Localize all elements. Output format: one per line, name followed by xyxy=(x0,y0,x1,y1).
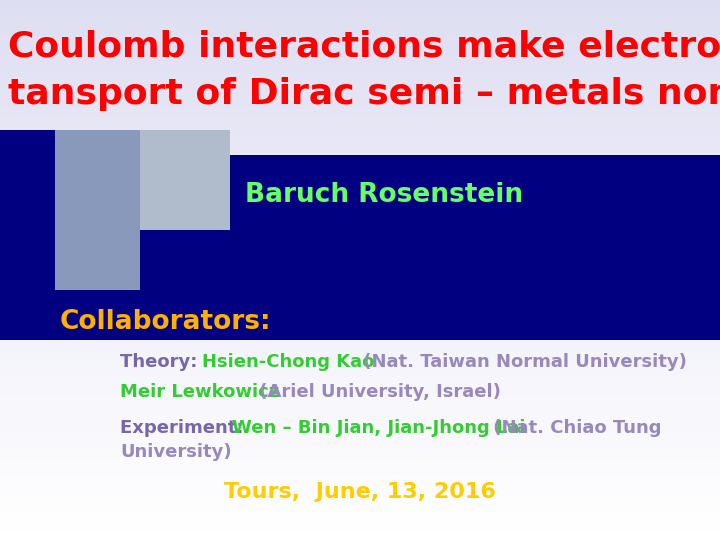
Bar xyxy=(0,323,720,333)
Bar xyxy=(0,44,720,54)
Bar xyxy=(0,422,720,432)
Bar xyxy=(0,197,720,207)
Bar xyxy=(0,98,720,108)
Bar xyxy=(0,89,720,99)
Bar xyxy=(0,296,720,306)
Bar xyxy=(0,143,720,153)
Bar xyxy=(0,332,720,342)
Bar xyxy=(0,530,720,540)
Bar xyxy=(0,170,720,180)
Bar xyxy=(0,179,720,189)
Text: (Ariel University, Israel): (Ariel University, Israel) xyxy=(253,383,501,401)
Bar xyxy=(0,62,720,72)
Bar xyxy=(0,290,55,340)
Bar xyxy=(0,458,720,468)
Bar xyxy=(0,26,720,36)
Bar xyxy=(0,269,720,279)
Bar xyxy=(0,467,720,477)
Bar xyxy=(55,230,140,290)
Bar xyxy=(0,413,720,423)
Bar xyxy=(0,350,720,360)
Bar xyxy=(0,287,720,297)
Bar xyxy=(0,278,720,288)
Bar xyxy=(0,359,720,369)
Bar xyxy=(0,314,720,324)
Bar xyxy=(0,152,720,162)
Bar xyxy=(0,260,720,270)
Text: University): University) xyxy=(120,443,232,461)
Bar xyxy=(0,130,55,230)
Bar xyxy=(0,17,720,27)
Bar xyxy=(0,53,720,63)
Bar xyxy=(0,395,720,405)
Bar xyxy=(0,233,720,243)
Text: Tours,  June, 13, 2016: Tours, June, 13, 2016 xyxy=(224,482,496,502)
Bar xyxy=(0,206,720,216)
Bar xyxy=(0,386,720,396)
Text: (Nat. Chiao Tung: (Nat. Chiao Tung xyxy=(487,419,662,437)
Text: Hsien-Chong Kao: Hsien-Chong Kao xyxy=(202,353,374,371)
Bar xyxy=(0,494,720,504)
Bar xyxy=(0,80,720,90)
Bar xyxy=(0,116,720,126)
Bar xyxy=(0,512,720,522)
Bar xyxy=(0,305,720,315)
Text: Theory:: Theory: xyxy=(120,353,210,371)
Bar xyxy=(140,130,230,175)
Text: Meir Lewkowicz: Meir Lewkowicz xyxy=(120,383,279,401)
Bar xyxy=(0,251,720,261)
Bar xyxy=(0,161,720,171)
Bar xyxy=(0,377,720,387)
Bar xyxy=(0,521,720,531)
Text: Baruch Rosenstein: Baruch Rosenstein xyxy=(245,182,523,208)
Bar xyxy=(0,107,720,117)
Bar xyxy=(0,431,720,441)
Bar xyxy=(0,0,720,9)
Bar xyxy=(0,71,720,81)
Bar xyxy=(0,368,720,378)
Bar xyxy=(0,449,720,459)
Bar xyxy=(140,175,230,230)
Bar xyxy=(0,188,720,198)
Bar xyxy=(0,341,720,351)
Bar xyxy=(0,125,720,135)
Text: Wen – Bin Jian, Jian-Jhong Lai: Wen – Bin Jian, Jian-Jhong Lai xyxy=(232,419,526,437)
Bar xyxy=(0,485,720,495)
Bar xyxy=(0,8,720,18)
Bar xyxy=(0,230,55,290)
Bar xyxy=(0,155,720,340)
Text: Coulomb interactions make electrodyna: Coulomb interactions make electrodyna xyxy=(8,30,720,64)
Bar xyxy=(0,215,720,225)
Bar xyxy=(0,35,720,45)
Bar xyxy=(0,224,720,234)
Bar xyxy=(0,476,720,486)
Bar xyxy=(0,503,720,513)
Bar xyxy=(0,404,720,414)
Bar xyxy=(0,440,720,450)
Bar xyxy=(55,130,140,175)
Text: Experiment:: Experiment: xyxy=(120,419,256,437)
Text: Collaborators:: Collaborators: xyxy=(60,309,271,335)
Text: (Nat. Taiwan Normal University): (Nat. Taiwan Normal University) xyxy=(357,353,687,371)
Bar xyxy=(55,175,140,230)
Bar xyxy=(0,242,720,252)
Text: tansport of Dirac semi – metals nonloca: tansport of Dirac semi – metals nonloca xyxy=(8,77,720,111)
Bar xyxy=(0,134,720,144)
